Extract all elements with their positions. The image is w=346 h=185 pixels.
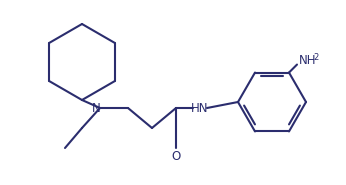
Text: HN: HN [191, 102, 209, 115]
Text: N: N [92, 102, 100, 115]
Text: NH: NH [299, 54, 317, 67]
Text: O: O [171, 149, 181, 162]
Text: 2: 2 [313, 53, 318, 62]
